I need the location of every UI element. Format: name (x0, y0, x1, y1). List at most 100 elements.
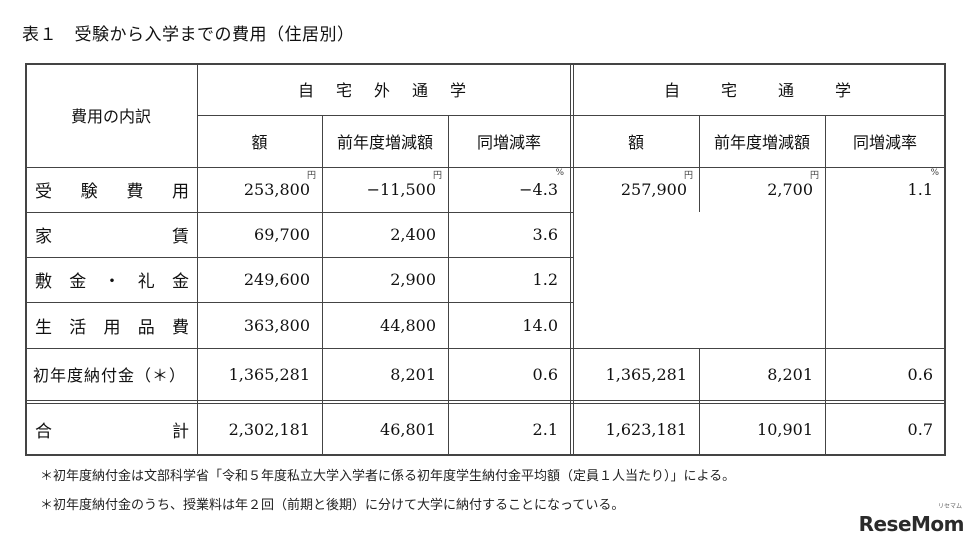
header-home-rate-label: 同増減率 (852, 133, 917, 152)
cell-value: −4.3 (519, 180, 558, 199)
row-label-deposit: 敷金・礼金 (35, 272, 189, 292)
cell-value: 14.0 (522, 315, 558, 335)
table-line-total-top-double (25, 403, 946, 404)
table-line-group-header (197, 115, 946, 116)
table-cell: 0.6 (825, 348, 945, 400)
table-cell: 14.0 (448, 302, 570, 348)
row-label-first-year-fee: 初年度納付金（＊） (25, 348, 197, 400)
table-line-row (25, 302, 573, 303)
unit-yen-label: 円 (432, 171, 442, 181)
table-line-group-divider-double (573, 63, 574, 456)
cell-value: 44,800 (380, 315, 436, 335)
table-cell: 1.2 (448, 257, 570, 302)
cell-value: −11,500 (366, 180, 436, 199)
cell-value: 46,801 (380, 419, 436, 439)
table-cell: 10,901 (699, 403, 825, 455)
table-cell: 363,800 (197, 302, 322, 348)
table-cell: 0.7 (825, 403, 945, 455)
table-line-row (25, 212, 573, 213)
header-home-amount-label: 額 (627, 133, 644, 152)
header-home-change-label: 前年度増減額 (713, 133, 810, 152)
table-line-col (197, 63, 198, 456)
table-cell: 2.1 (448, 403, 570, 455)
cell-value: 10,901 (757, 419, 813, 439)
cell-value: 3.6 (532, 225, 558, 244)
cell-value: 69,700 (254, 225, 310, 244)
cell-value: 1.1 (907, 180, 933, 199)
table-cell: 2,400 (322, 212, 448, 257)
table-line-col (699, 348, 700, 456)
table-line-group-divider (570, 63, 571, 456)
table-cell: 円 257,900 (573, 167, 699, 212)
table-cell: 円 253,800 (197, 167, 322, 212)
table-line-row (25, 257, 573, 258)
table-line-col (699, 115, 700, 168)
cell-value: 2,900 (390, 270, 436, 289)
row-label-first-year-fee-text: 初年度納付金（＊） (33, 366, 187, 385)
table-cell: 69,700 (197, 212, 322, 257)
resemom-logo: ReseMom (858, 512, 965, 536)
header-group-home-label: 自 宅 通 学 (663, 81, 854, 100)
table-line-col (699, 167, 700, 212)
row-label-household-goods: 生活用品費 (35, 317, 189, 338)
table-cell: 円 −11,500 (322, 167, 448, 212)
cell-value: 1,365,281 (605, 364, 687, 384)
table-cell: 1,623,181 (573, 403, 699, 455)
cell-value: 1,623,181 (605, 419, 687, 439)
table-line-col (322, 115, 323, 456)
table-border-right (944, 63, 946, 456)
unit-yen-label: 円 (809, 171, 819, 181)
header-home-change: 前年度増減額 (699, 115, 825, 167)
table-border-left (25, 63, 27, 456)
cell-value: 249,600 (243, 270, 310, 289)
footnote-2: ＊初年度納付金のうち、授業料は年２回（前期と後期）に分けて大学に納付することにな… (40, 498, 625, 513)
footnote-1: ＊初年度納付金は文部科学省「令和５年度私立大学入学者に係る初年度学生納付金平均額… (40, 469, 736, 484)
table-cell: 249,600 (197, 257, 322, 302)
row-label-exam-fee: 受験費用 (35, 182, 189, 202)
table-cell: 2,900 (322, 257, 448, 302)
table-title: 表１ 受験から入学までの費用（住居別） (22, 25, 355, 45)
header-home-rate: 同増減率 (825, 115, 945, 167)
table-cell: 44,800 (322, 302, 448, 348)
table-line-col (825, 115, 826, 456)
table-cell: 1,365,281 (197, 348, 322, 400)
table-line-total-top (25, 400, 946, 401)
header-category: 費用の内訳 (25, 63, 197, 167)
unit-percent-label: % (930, 168, 939, 178)
table-cell: 0.6 (448, 348, 570, 400)
table-border-top (25, 63, 946, 65)
header-category-label: 費用の内訳 (70, 107, 151, 126)
header-away-change-label: 前年度増減額 (336, 133, 433, 152)
unit-yen-label: 円 (306, 171, 316, 181)
cell-value: 0.6 (907, 364, 933, 384)
table-cell: % 1.1 (825, 167, 945, 212)
cell-value: 1.2 (532, 270, 558, 289)
cell-value: 2.1 (532, 419, 558, 439)
header-away-change: 前年度増減額 (322, 115, 448, 167)
table-cell: 8,201 (322, 348, 448, 400)
logo-subtext: リセマム (937, 503, 962, 510)
header-away-rate: 同増減率 (448, 115, 570, 167)
cell-value: 0.6 (532, 364, 558, 384)
header-group-away: 自 宅 外 通 学 (197, 63, 570, 115)
cell-value: 0.7 (907, 419, 933, 439)
table-line-col (448, 115, 449, 456)
table-cell: 円 2,700 (699, 167, 825, 212)
header-away-amount: 額 (197, 115, 322, 167)
cell-value: 8,201 (767, 364, 813, 384)
cell-value: 253,800 (243, 180, 310, 199)
cell-value: 2,400 (390, 225, 436, 244)
header-group-away-label: 自 宅 外 通 学 (297, 81, 469, 100)
header-home-amount: 額 (573, 115, 699, 167)
table-cell: 46,801 (322, 403, 448, 455)
row-label-rent: 家賃 (35, 227, 189, 247)
header-group-home: 自 宅 通 学 (573, 63, 945, 115)
cell-value: 8,201 (390, 364, 436, 384)
cell-value: 2,700 (767, 180, 813, 199)
table-cell: 2,302,181 (197, 403, 322, 455)
cell-value: 257,900 (620, 180, 687, 199)
cell-value: 1,365,281 (228, 364, 310, 384)
table-border-bottom (25, 454, 946, 456)
row-label-total: 合計 (35, 421, 189, 442)
unit-yen-label: 円 (683, 171, 693, 181)
